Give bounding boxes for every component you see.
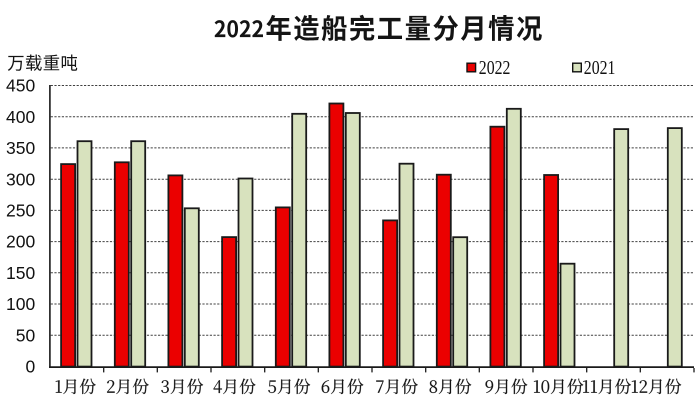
svg-text:2022: 2022: [479, 58, 511, 79]
svg-text:200: 200: [6, 232, 35, 252]
svg-text:100: 100: [6, 294, 35, 314]
svg-text:250: 250: [6, 201, 35, 221]
svg-text:450: 450: [6, 76, 35, 96]
svg-text:150: 150: [6, 263, 35, 283]
svg-text:400: 400: [6, 107, 35, 127]
svg-text:50: 50: [16, 325, 36, 345]
svg-text:300: 300: [6, 169, 35, 189]
svg-text:350: 350: [6, 138, 35, 158]
svg-text:2021: 2021: [584, 58, 616, 79]
svg-text:0: 0: [25, 357, 35, 377]
